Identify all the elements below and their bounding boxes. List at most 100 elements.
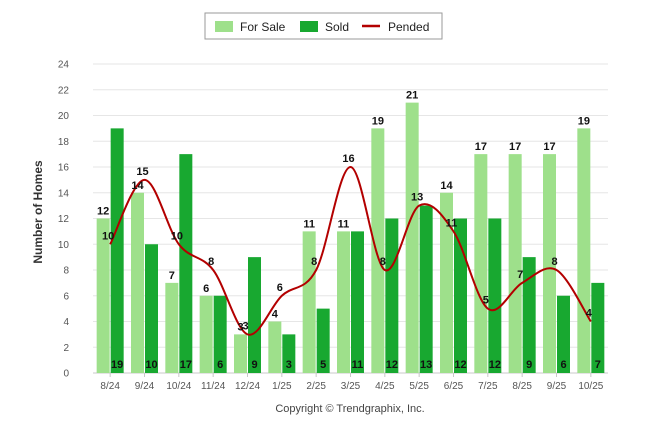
x-tick-label: 9/25 (547, 381, 567, 392)
label-for-sale-2-25: 11 (303, 218, 315, 230)
x-tick-label: 11/24 (201, 381, 226, 392)
label-pended-10-24: 10 (171, 230, 183, 242)
label-for-sale-5-25: 21 (406, 90, 418, 102)
bar-for-sale-9-24 (131, 192, 144, 373)
x-tick-label: 1/25 (272, 381, 292, 392)
label-for-sale-1-25: 4 (272, 309, 279, 321)
bar-for-sale-1-25 (268, 321, 282, 373)
y-tick-label: 6 (63, 291, 69, 302)
label-sold-10-24: 17 (180, 359, 192, 371)
bar-sold-5-25 (419, 205, 433, 373)
x-tick-label: 2/25 (306, 381, 326, 392)
label-for-sale-12-24: 3 (237, 321, 243, 333)
data-labels: 12 19 14 10 7 17 6 6 3 9 4 3 11 5 11 11 19 12 21 13 14 12 17 12… (97, 90, 601, 371)
label-pended-7-25: 5 (483, 295, 489, 307)
bar-sold-1-25 (282, 334, 296, 373)
x-tick-label: 8/25 (512, 381, 532, 392)
x-tick-label: 10/24 (166, 381, 191, 392)
legend: For Sale Sold Pended (204, 12, 443, 40)
label-for-sale-8-24: 12 (97, 206, 109, 218)
bar-for-sale-11-24 (199, 295, 213, 373)
label-pended-5-25: 13 (411, 192, 423, 204)
label-sold-8-24: 19 (111, 359, 123, 371)
y-tick-label: 24 (58, 60, 70, 71)
label-for-sale-9-25: 17 (543, 141, 555, 153)
label-pended-8-24: 10 (102, 230, 114, 242)
label-pended-3-25: 16 (342, 153, 354, 165)
bar-for-sale-3-25 (337, 231, 350, 373)
legend-label-sold: Sold (325, 20, 349, 34)
label-sold-4-25: 12 (386, 359, 398, 371)
label-for-sale-6-25: 14 (440, 180, 453, 192)
bar-for-sale-10-24 (165, 282, 179, 373)
bar-for-sale-6-25 (440, 192, 453, 373)
bar-sold-10-25 (591, 282, 605, 373)
label-sold-9-24: 10 (145, 359, 157, 371)
label-sold-11-24: 6 (217, 359, 223, 371)
bar-sold-12-24 (248, 257, 261, 373)
label-sold-10-25: 7 (595, 359, 601, 371)
x-tick-label: 9/24 (135, 381, 155, 392)
bar-sold-9-24 (145, 244, 158, 373)
bar-for-sale-9-25 (543, 154, 556, 373)
x-tick-label: 10/25 (578, 381, 603, 392)
label-pended-4-25: 8 (380, 256, 386, 268)
x-tick-label: 8/24 (100, 381, 120, 392)
copyright-footer: Copyright © Trendgraphix, Inc. (275, 403, 424, 415)
x-tick-label: 3/25 (341, 381, 361, 392)
y-tick-label: 0 (63, 369, 69, 380)
label-for-sale-7-25: 17 (475, 141, 487, 153)
legend-label-for-sale: For Sale (240, 20, 286, 34)
x-tick-label: 6/25 (444, 381, 464, 392)
bar-for-sale-7-25 (474, 154, 488, 373)
bar-for-sale-5-25 (405, 102, 419, 373)
label-sold-12-24: 9 (251, 359, 257, 371)
bar-sold-10-24 (179, 154, 193, 373)
label-for-sale-3-25: 11 (338, 218, 350, 230)
y-tick-label: 8 (63, 266, 69, 277)
legend-box (204, 12, 443, 40)
label-pended-9-24: 15 (136, 166, 148, 178)
bar-sold-8-24 (110, 128, 124, 373)
y-tick-label: 2 (63, 343, 69, 354)
bar-for-sale-8-24 (96, 218, 110, 373)
bar-sold-3-25 (351, 231, 364, 373)
bar-sold-9-25 (557, 295, 570, 373)
label-pended-6-25: 11 (446, 217, 458, 229)
label-sold-1-25: 3 (286, 359, 292, 371)
label-pended-12-24: 3 (242, 320, 248, 332)
label-for-sale-4-25: 19 (372, 115, 384, 127)
y-axis-title: Number of Homes (31, 160, 45, 264)
label-pended-2-25: 8 (311, 256, 317, 268)
label-pended-9-25: 8 (551, 256, 557, 268)
y-tick-label: 20 (58, 111, 70, 122)
label-sold-6-25: 12 (454, 359, 466, 371)
bar-for-sale-10-25 (577, 128, 591, 373)
bar-for-sale-4-25 (371, 128, 385, 373)
label-sold-9-25: 6 (560, 359, 566, 371)
y-tick-label: 12 (58, 214, 70, 225)
bar-sold-8-25 (522, 257, 536, 373)
legend-swatch-for-sale (215, 21, 233, 32)
x-tick-label: 7/25 (478, 381, 498, 392)
label-pended-1-25: 6 (277, 282, 283, 294)
label-pended-11-24: 8 (208, 256, 214, 268)
label-for-sale-8-25: 17 (509, 141, 521, 153)
y-tick-label: 14 (58, 188, 70, 199)
label-sold-8-25: 9 (526, 359, 532, 371)
label-for-sale-9-24: 14 (131, 180, 144, 192)
y-tick-label: 4 (63, 317, 69, 328)
bar-for-sale-2-25 (302, 231, 316, 373)
bars (96, 102, 605, 373)
label-sold-5-25: 13 (420, 359, 432, 371)
bar-sold-11-24 (213, 295, 227, 373)
x-tick-label: 12/24 (235, 381, 260, 392)
label-sold-2-25: 5 (320, 359, 326, 371)
pended-line-layer (109, 165, 592, 336)
x-tick-label: 5/25 (409, 381, 429, 392)
y-tick-label: 18 (58, 137, 70, 148)
label-pended-8-25: 7 (517, 269, 523, 281)
y-tick-label: 16 (58, 163, 70, 174)
